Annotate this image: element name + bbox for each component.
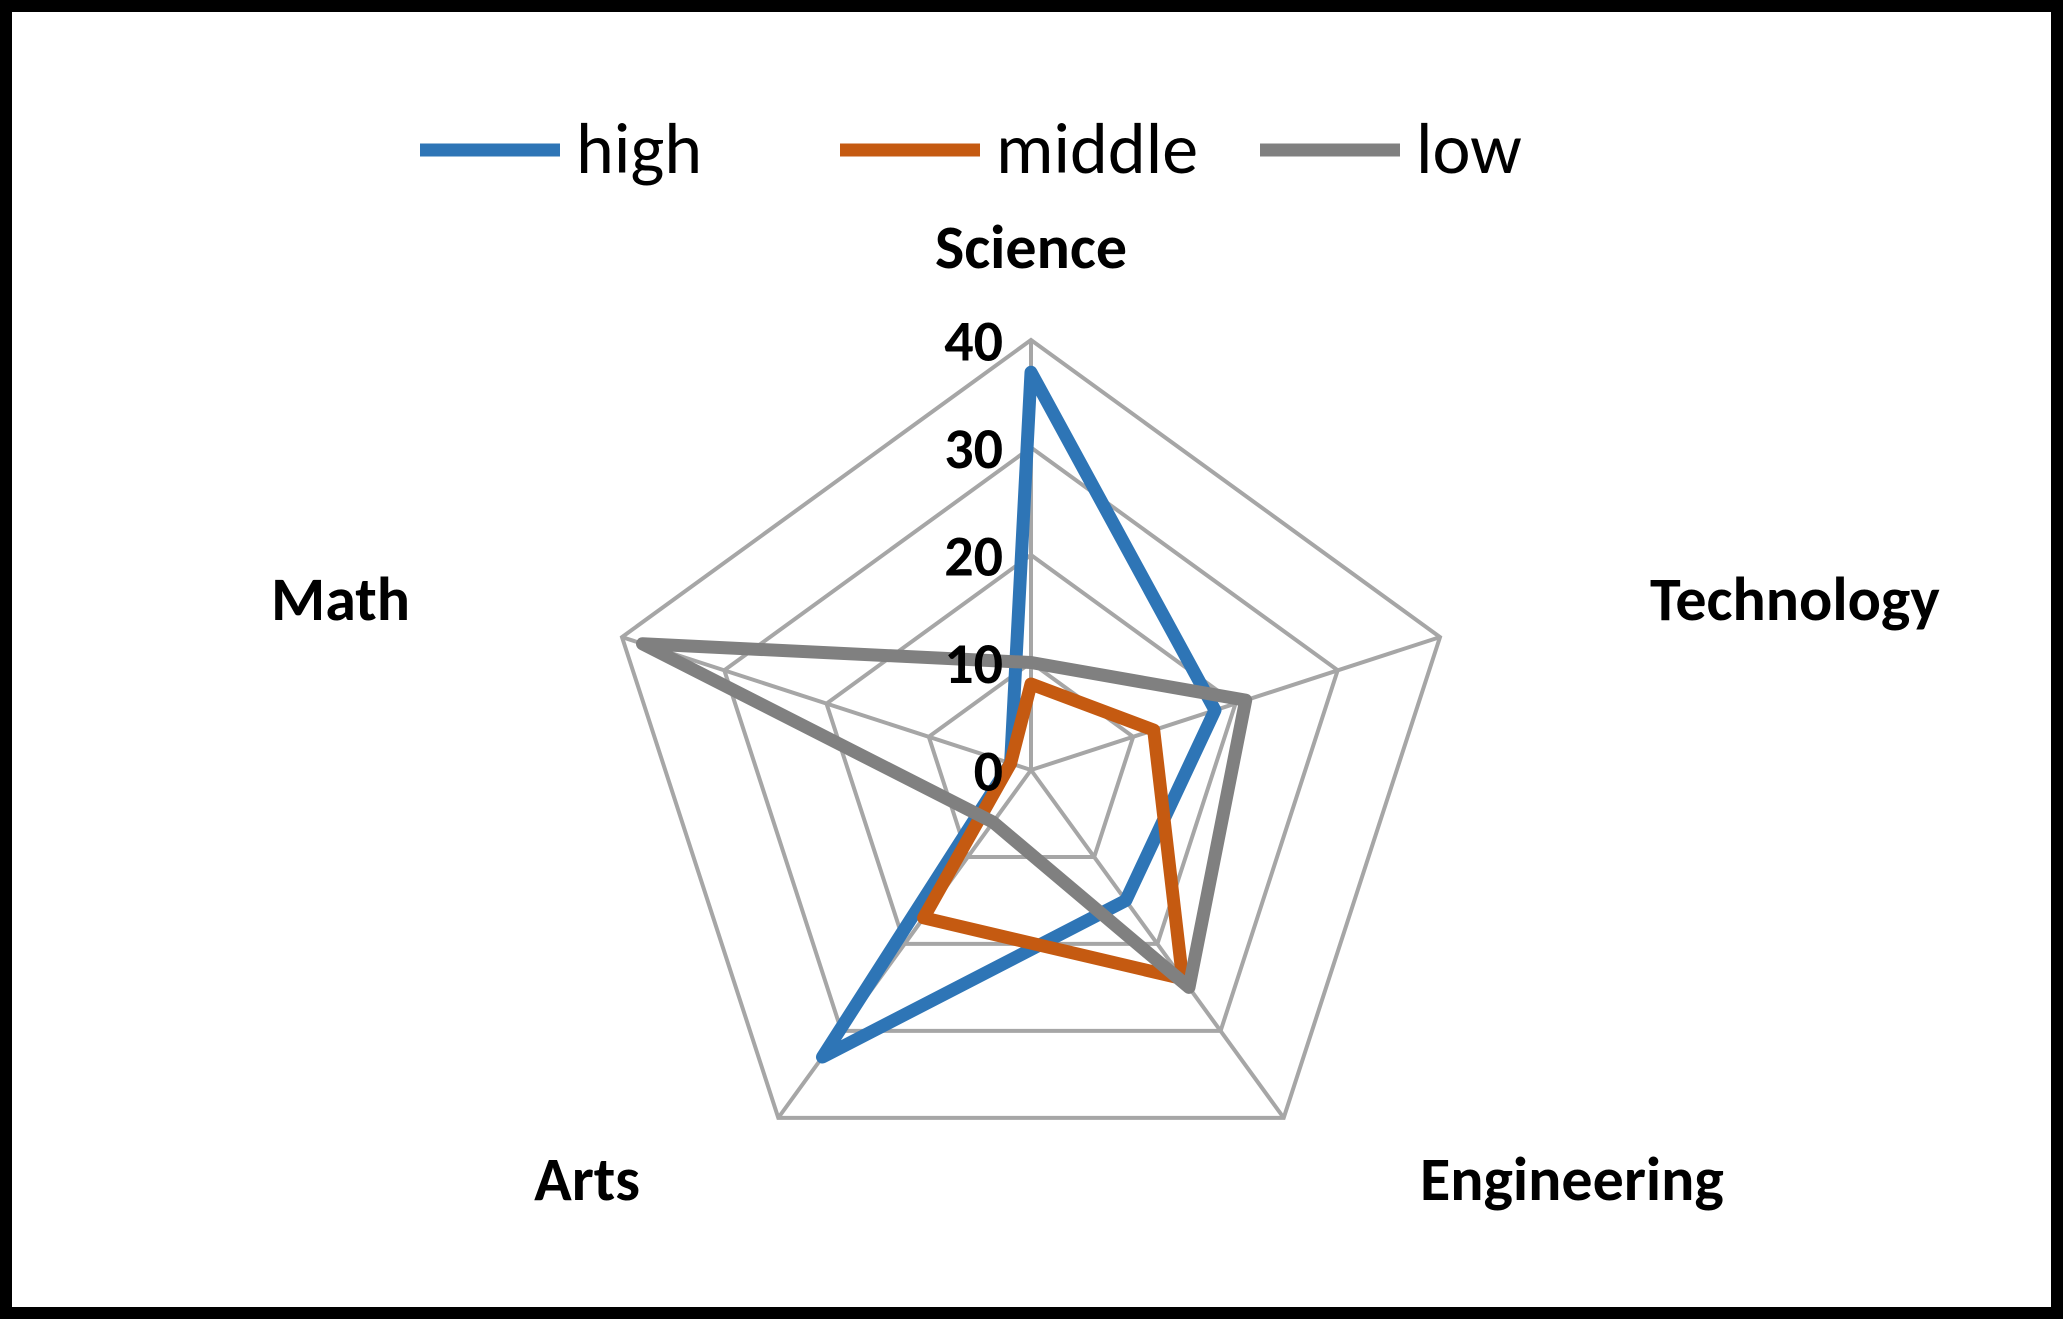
tick-label-30: 30	[944, 413, 1003, 484]
axis-label-technology: Technology	[1650, 561, 1940, 637]
legend-label-high: high	[576, 105, 702, 193]
axis-label-engineering: Engineering	[1420, 1141, 1724, 1217]
tick-label-0: 0	[974, 735, 1003, 806]
axis-label-science: Science	[935, 209, 1127, 285]
radar-chart: 0 10 20 30 40 Science Technology Engineering Art…	[0, 0, 2063, 1319]
axis-label-math: Math	[271, 561, 410, 637]
axis-label-arts: Arts	[534, 1141, 640, 1217]
legend-label-middle: middle	[996, 105, 1198, 193]
legend-label-low: low	[1416, 105, 1522, 193]
tick-label-40: 40	[944, 305, 1003, 376]
tick-label-10: 10	[944, 628, 1003, 699]
tick-label-20: 20	[944, 520, 1003, 591]
radar-svg: 0 10 20 30 40 Science Technology Engineering Art…	[0, 0, 2063, 1319]
